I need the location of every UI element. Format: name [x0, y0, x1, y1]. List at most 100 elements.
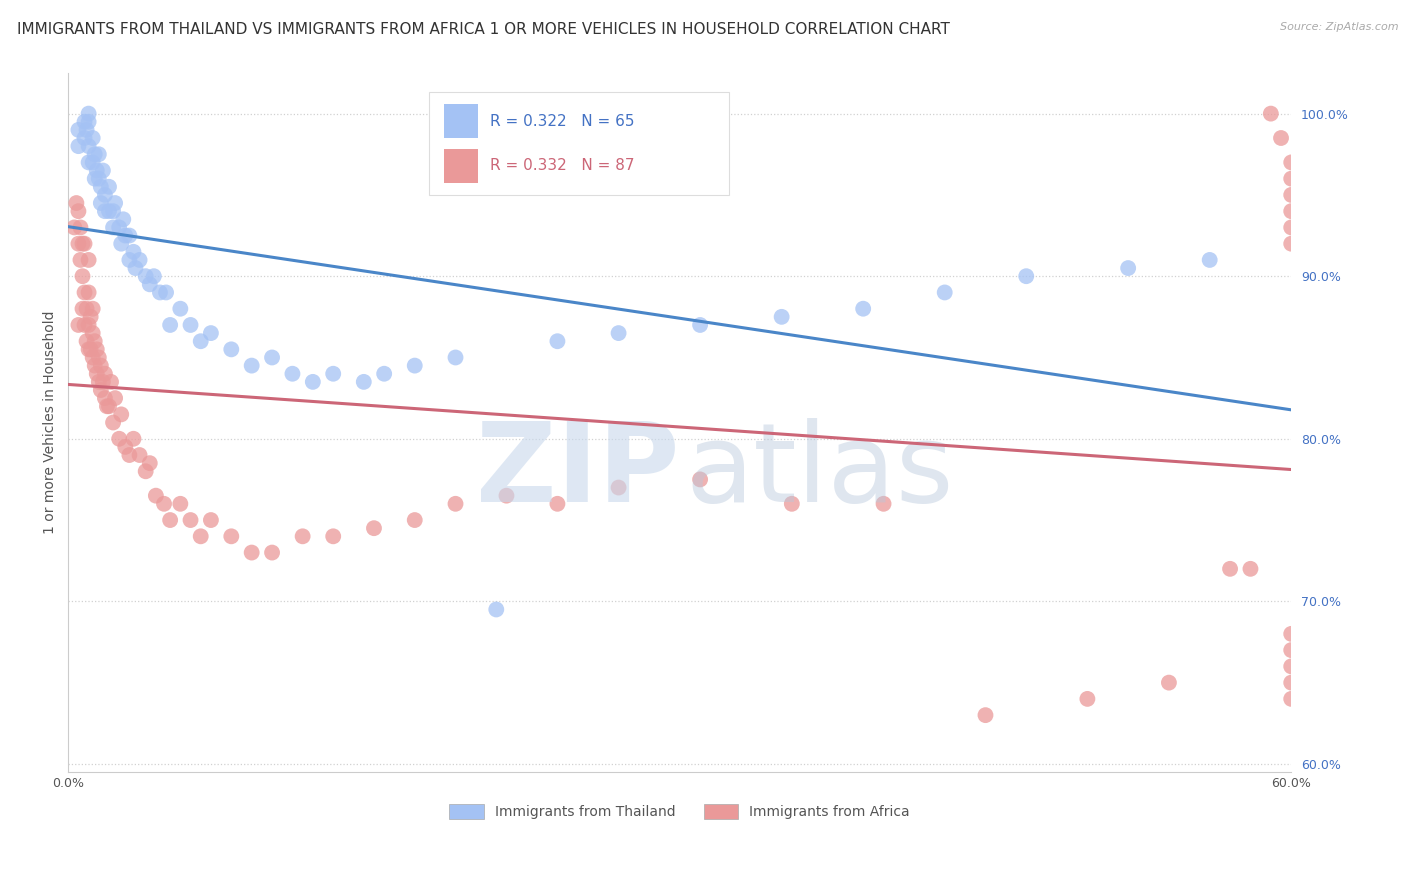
Point: [79, 343, 101, 357]
Point: [90, 383, 112, 397]
Point: [546, 334, 568, 349]
Point: [77, 343, 100, 357]
Point: [63, 220, 86, 235]
Point: [122, 432, 145, 446]
Point: [110, 408, 132, 422]
Point: [200, 513, 222, 527]
Point: [114, 440, 136, 454]
Point: [96, 399, 118, 413]
Point: [200, 326, 222, 340]
Point: [373, 367, 395, 381]
Point: [86, 163, 108, 178]
Point: [322, 367, 344, 381]
Point: [1015, 269, 1038, 284]
Point: [1198, 252, 1220, 267]
Point: [1279, 627, 1302, 641]
Point: [1219, 562, 1241, 576]
Point: [82, 155, 104, 169]
Point: [73, 318, 96, 332]
Point: [872, 497, 894, 511]
Point: [1279, 692, 1302, 706]
Point: [221, 529, 243, 543]
Point: [101, 204, 124, 219]
Text: R = 0.322   N = 65: R = 0.322 N = 65: [491, 113, 634, 128]
Point: [87, 375, 110, 389]
Point: [101, 220, 124, 235]
Point: [91, 375, 114, 389]
Point: [128, 252, 150, 267]
Point: [934, 285, 956, 300]
Point: [852, 301, 875, 316]
Point: [607, 326, 630, 340]
Point: [142, 269, 165, 284]
Point: [145, 489, 167, 503]
Point: [94, 188, 117, 202]
Point: [780, 497, 803, 511]
Point: [122, 244, 145, 259]
Point: [76, 334, 98, 349]
Point: [83, 359, 105, 373]
Point: [128, 448, 150, 462]
Point: [77, 318, 100, 332]
Point: [1076, 692, 1098, 706]
Point: [1279, 155, 1302, 169]
Point: [149, 285, 172, 300]
Point: [1279, 188, 1302, 202]
Point: [1279, 204, 1302, 219]
Point: [1157, 675, 1180, 690]
Point: [262, 351, 284, 365]
Point: [91, 163, 114, 178]
Text: IMMIGRANTS FROM THAILAND VS IMMIGRANTS FROM AFRICA 1 OR MORE VEHICLES IN HOUSEHO: IMMIGRANTS FROM THAILAND VS IMMIGRANTS F…: [17, 22, 949, 37]
Point: [1270, 131, 1292, 145]
Point: [90, 359, 112, 373]
Point: [72, 236, 94, 251]
Point: [118, 448, 141, 462]
Point: [72, 269, 94, 284]
Y-axis label: 1 or more Vehicles in Household: 1 or more Vehicles in Household: [44, 310, 58, 534]
Point: [67, 318, 90, 332]
Point: [108, 432, 131, 446]
Point: [974, 708, 997, 723]
Text: Source: ZipAtlas.com: Source: ZipAtlas.com: [1281, 22, 1399, 32]
Point: [87, 171, 110, 186]
Point: [262, 545, 284, 559]
Point: [67, 123, 90, 137]
Point: [101, 416, 124, 430]
Point: [1279, 171, 1302, 186]
Point: [87, 147, 110, 161]
Point: [1279, 643, 1302, 657]
Point: [69, 252, 91, 267]
Point: [1279, 675, 1302, 690]
Point: [77, 155, 100, 169]
Point: [104, 391, 127, 405]
Point: [607, 481, 630, 495]
Point: [110, 236, 132, 251]
Text: R = 0.332   N = 87: R = 0.332 N = 87: [491, 159, 634, 173]
Point: [169, 301, 191, 316]
Point: [301, 375, 323, 389]
Point: [1239, 562, 1261, 576]
Point: [82, 351, 104, 365]
Point: [485, 602, 508, 616]
Point: [180, 318, 202, 332]
Point: [98, 204, 121, 219]
Point: [73, 285, 96, 300]
Point: [76, 123, 98, 137]
Point: [82, 301, 104, 316]
FancyBboxPatch shape: [444, 104, 478, 138]
Point: [139, 277, 162, 292]
Point: [444, 497, 467, 511]
Point: [1279, 220, 1302, 235]
Point: [77, 252, 100, 267]
Point: [98, 399, 121, 413]
Point: [291, 529, 314, 543]
Point: [82, 131, 104, 145]
Point: [139, 456, 162, 470]
Point: [404, 359, 426, 373]
Point: [363, 521, 385, 535]
Point: [118, 252, 141, 267]
Point: [104, 196, 127, 211]
Point: [69, 220, 91, 235]
Point: [444, 351, 467, 365]
Point: [77, 114, 100, 128]
